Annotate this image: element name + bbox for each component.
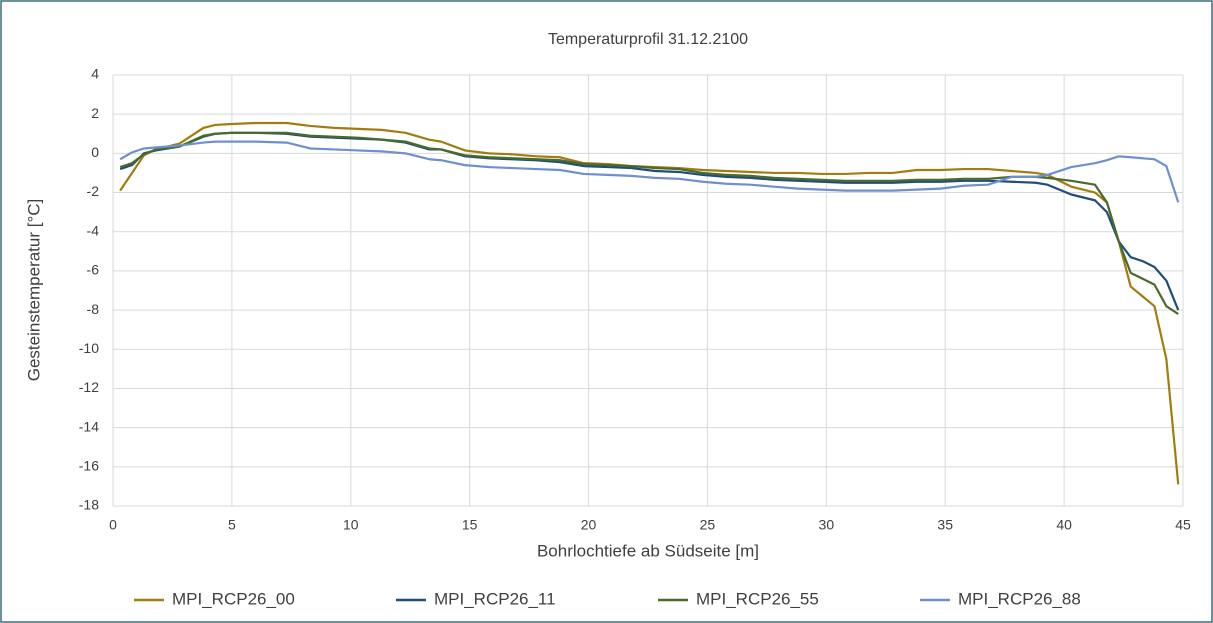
y-tick-label: 2: [91, 105, 99, 121]
y-tick-label: 4: [91, 66, 99, 82]
y-tick-label: -14: [79, 418, 99, 434]
y-axis-label: Gesteinstemperatur [°C]: [24, 199, 43, 382]
series-line: [119, 140, 1180, 203]
legend-label: MPI_RCP26_11: [434, 589, 556, 608]
chart-title: Temperaturprofil 31.12.2100: [548, 31, 748, 48]
legend-label: MPI_RCP26_88: [958, 589, 1081, 608]
x-tick-label: 0: [109, 517, 117, 533]
x-tick-label: 40: [1056, 517, 1072, 533]
series-line: [119, 131, 1179, 315]
x-tick-label: 10: [343, 517, 359, 533]
x-tick-label: 35: [937, 517, 953, 533]
y-tick-label: 0: [91, 144, 99, 160]
y-tick-label: -4: [87, 222, 100, 238]
y-tick-label: -10: [79, 340, 99, 356]
x-tick-label: 20: [581, 517, 597, 533]
x-axis-label: Bohrlochtiefe ab Südseite [m]: [537, 541, 759, 560]
y-tick-label: -18: [79, 497, 99, 513]
legend-label: MPI_RCP26_55: [696, 589, 819, 608]
x-tick-label: 5: [228, 517, 236, 533]
y-tick-label: -16: [79, 458, 99, 474]
y-tick-label: -2: [87, 183, 100, 199]
legend-label: MPI_RCP26_00: [172, 589, 295, 608]
y-tick-label: -12: [79, 379, 99, 395]
x-tick-label: 45: [1175, 517, 1191, 533]
x-tick-label: 25: [700, 517, 716, 533]
y-tick-label: -8: [87, 301, 100, 317]
x-tick-label: 15: [462, 517, 478, 533]
x-tick-label: 30: [819, 517, 835, 533]
y-tick-label: -6: [87, 262, 100, 278]
